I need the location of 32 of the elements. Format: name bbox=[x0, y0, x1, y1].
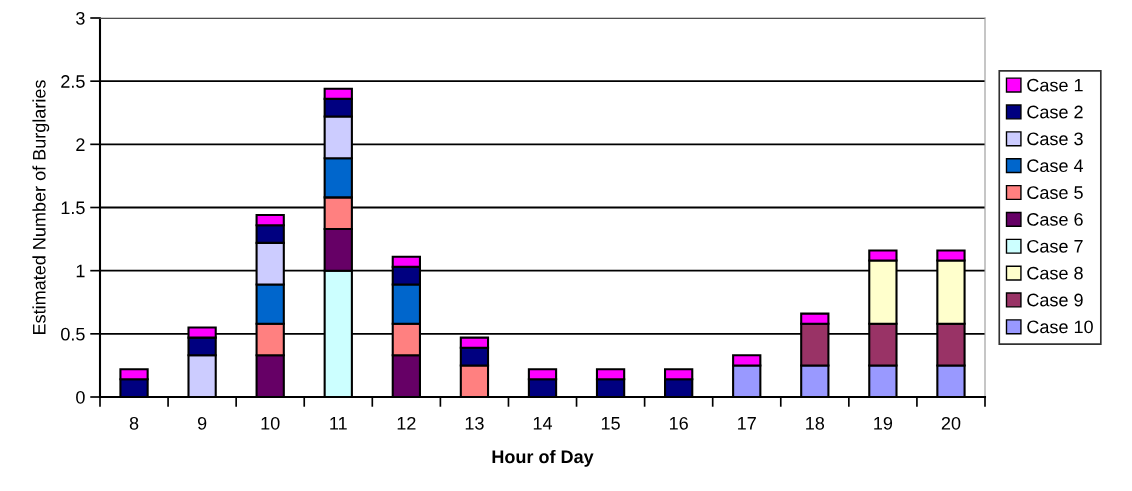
legend-label: Case 3 bbox=[1027, 132, 1083, 146]
x-tick-label: 19 bbox=[874, 416, 893, 430]
legend-label: Case 6 bbox=[1027, 213, 1083, 226]
legend-label: Case 7 bbox=[1027, 239, 1083, 253]
x-tick-label: 10 bbox=[261, 416, 280, 430]
legend-label: Case 2 bbox=[1027, 105, 1083, 119]
x-tick-label: 13 bbox=[465, 416, 484, 430]
x-tick-label: 11 bbox=[330, 417, 347, 430]
y-tick-label: 1.5 bbox=[61, 201, 85, 215]
y-tick-label: 0 bbox=[76, 390, 85, 404]
y-tick-label: 2.5 bbox=[61, 75, 85, 88]
x-tick-label: 15 bbox=[601, 417, 620, 430]
x-tick-label: 20 bbox=[941, 416, 961, 430]
y-tick-label: 0.5 bbox=[61, 327, 85, 341]
legend-label: Case 8 bbox=[1027, 266, 1083, 280]
legend-label: Case 10 bbox=[1027, 320, 1093, 334]
legend-label: Case 1 bbox=[1027, 78, 1083, 92]
y-tick-label: 1 bbox=[76, 264, 85, 278]
x-tick-label: 14 bbox=[533, 417, 553, 430]
x-axis-title: Hour of Day bbox=[492, 449, 594, 467]
x-tick-label: 18 bbox=[806, 416, 825, 430]
y-tick-label: 3 bbox=[76, 11, 85, 25]
y-axis-title: Estimated Number of Burglaries bbox=[32, 80, 50, 334]
x-tick-label: 9 bbox=[197, 416, 207, 430]
y-tick-label: 2 bbox=[76, 138, 85, 151]
x-tick-label: 17 bbox=[738, 417, 756, 430]
x-tick-label: 8 bbox=[129, 416, 139, 430]
legend-label: Case 5 bbox=[1027, 186, 1083, 199]
legend-label: Case 9 bbox=[1027, 293, 1083, 307]
legend-label: Case 4 bbox=[1027, 159, 1084, 173]
x-tick-label: 12 bbox=[397, 416, 416, 430]
x-tick-label: 16 bbox=[669, 416, 688, 430]
